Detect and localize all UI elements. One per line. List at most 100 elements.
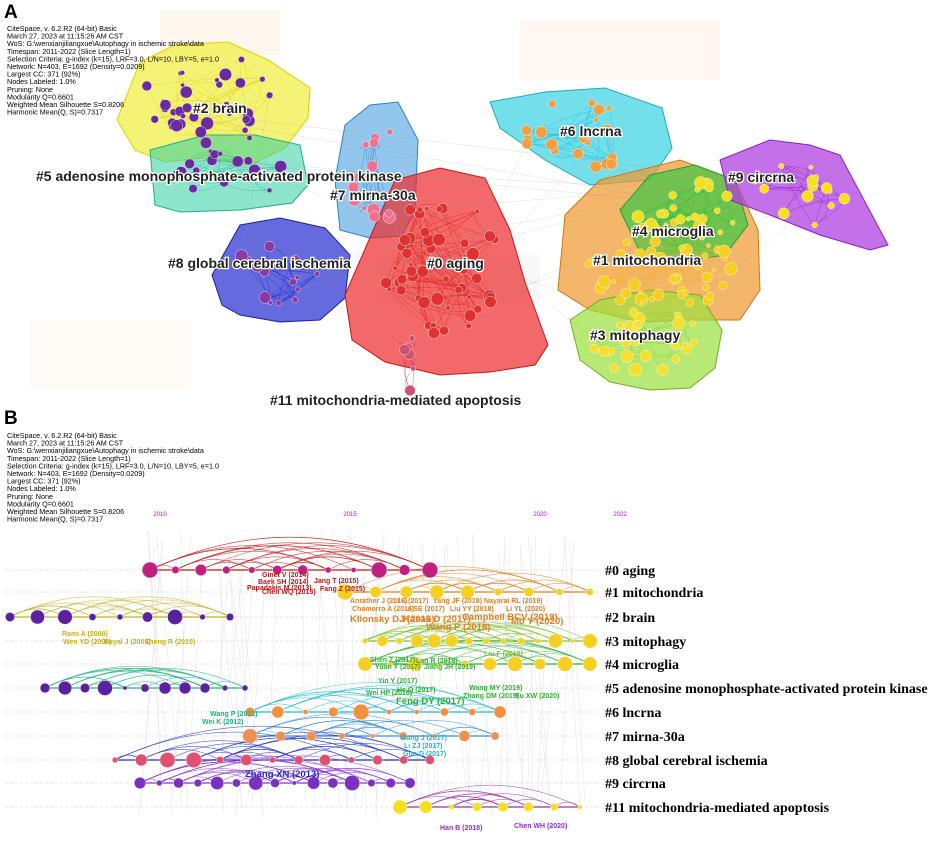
network-node (274, 160, 288, 173)
timeline-node (57, 680, 73, 696)
timeline-node (328, 706, 339, 718)
network-node (705, 291, 714, 301)
network-edge (613, 224, 667, 282)
network-node (663, 222, 669, 228)
network-node (615, 249, 627, 260)
meta-line: Modularity Q=0.6601 (7, 499, 74, 508)
network-node (672, 316, 686, 330)
panel-b-letter: B (4, 408, 18, 429)
timeline-node (396, 637, 403, 645)
network-node (639, 349, 652, 362)
network-node (182, 102, 193, 113)
network-node (473, 304, 483, 314)
timeline-node (483, 657, 497, 671)
cross-link (384, 541, 405, 797)
timeline-node (116, 613, 124, 621)
network-node (620, 336, 631, 348)
network-node (219, 171, 226, 178)
timeline-node (199, 614, 206, 620)
network-node (410, 365, 416, 372)
network-node (347, 181, 359, 193)
cross-link (146, 530, 173, 816)
network-node (404, 384, 416, 396)
network-node (175, 166, 187, 178)
timeline-node (140, 683, 150, 693)
network-node (681, 342, 689, 349)
network-node (584, 259, 593, 268)
timeline-node (399, 755, 409, 765)
network-node (188, 112, 199, 123)
network-node (683, 228, 690, 235)
network-node (474, 209, 480, 214)
cross-link (313, 531, 323, 809)
network-node (654, 251, 667, 264)
timeline-nodes (5, 561, 598, 815)
timeline-node (523, 802, 534, 812)
network-node (214, 77, 220, 83)
network-node (442, 275, 450, 283)
cluster-label-0: #0 aging (427, 255, 484, 271)
author-label: Wen YD (2008) (63, 639, 111, 646)
network-edge (407, 240, 469, 327)
network-node (184, 158, 195, 169)
author-label: Fang Z (2015) (320, 586, 365, 593)
network-node (704, 183, 714, 193)
timeline-node (222, 565, 231, 575)
timeline-node (372, 754, 383, 766)
network-node (463, 309, 477, 322)
timeline-arc (467, 579, 560, 593)
author-label: Puyal J (2009) (104, 639, 151, 646)
network-node (656, 209, 665, 219)
timeline-node (490, 731, 500, 741)
cross-link (457, 536, 470, 816)
timeline-node (586, 588, 594, 596)
author-label: Zhang XN (2013) (245, 769, 319, 780)
cluster-labels: #0 aging #1 mitochondria #2 brain #3 mitoph… (35, 99, 796, 410)
meta-line: Weighted Mean Silhouette S=0.8206 (7, 507, 124, 516)
network-node (560, 130, 567, 137)
network-edge (189, 163, 698, 190)
cross-link (301, 530, 306, 799)
network-edge (527, 139, 613, 159)
network-edge (526, 127, 608, 131)
network-node (593, 117, 599, 123)
timeline-arc (414, 645, 566, 665)
network-node (572, 148, 584, 160)
network-node (801, 190, 814, 203)
network-edge (419, 209, 490, 237)
timeline-node (193, 778, 202, 788)
timeline-node (437, 661, 443, 667)
network-node (601, 124, 613, 136)
author-label: Wang J (2017) (400, 735, 447, 742)
network-node (243, 156, 253, 166)
author-label: Jiang JH (2019) (424, 664, 475, 671)
cluster-label-9: #9 circrna (728, 169, 794, 185)
network-node (623, 238, 631, 246)
network-edge (595, 166, 765, 189)
meta-line: March 27, 2023 at 11:15:26 AM CST (7, 32, 124, 41)
network-node (416, 265, 429, 278)
network-edge (388, 288, 429, 326)
network-node (405, 265, 417, 277)
timeline-node (548, 633, 563, 649)
meta-line: Selection Criteria: g-index (k=15), LRF=… (7, 54, 219, 63)
network-edge (590, 226, 642, 262)
network-node (430, 292, 445, 306)
timeline-node (302, 709, 309, 715)
network-node (582, 133, 589, 140)
timeline-node (367, 779, 376, 787)
timeline-node (427, 633, 442, 649)
author-label: Li SE (2017) (405, 606, 445, 613)
network-node (428, 327, 440, 339)
cross-link (226, 544, 256, 796)
cross-link (350, 530, 356, 804)
timeline-node (325, 566, 332, 574)
timeline-node (523, 587, 534, 597)
network-edge (620, 276, 708, 301)
network-node (170, 119, 183, 132)
timeline-arc (200, 542, 431, 571)
timeline-node (30, 609, 45, 625)
network-node (219, 68, 232, 81)
timeline-arc (372, 720, 496, 737)
network-edge (635, 261, 731, 270)
